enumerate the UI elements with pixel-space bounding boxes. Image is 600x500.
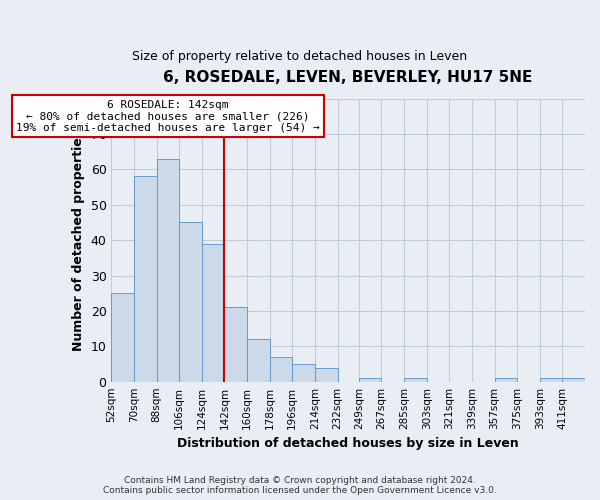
Text: Size of property relative to detached houses in Leven: Size of property relative to detached ho… [133,50,467,63]
Y-axis label: Number of detached properties: Number of detached properties [72,130,85,350]
Bar [157,159,179,382]
Bar [202,244,224,382]
X-axis label: Distribution of detached houses by size in Leven: Distribution of detached houses by size … [178,437,519,450]
Bar [315,368,338,382]
Bar [112,293,134,382]
Bar [224,308,247,382]
Text: Contains HM Land Registry data © Crown copyright and database right 2024.
Contai: Contains HM Land Registry data © Crown c… [103,476,497,495]
Bar [540,378,562,382]
Bar [404,378,427,382]
Text: 6 ROSEDALE: 142sqm
← 80% of detached houses are smaller (226)
19% of semi-detach: 6 ROSEDALE: 142sqm ← 80% of detached hou… [16,100,320,133]
Bar [179,222,202,382]
Title: 6, ROSEDALE, LEVEN, BEVERLEY, HU17 5NE: 6, ROSEDALE, LEVEN, BEVERLEY, HU17 5NE [163,70,533,85]
Bar [359,378,382,382]
Bar [292,364,315,382]
Bar [562,378,585,382]
Bar [134,176,157,382]
Bar [269,357,292,382]
Bar [494,378,517,382]
Bar [247,339,269,382]
